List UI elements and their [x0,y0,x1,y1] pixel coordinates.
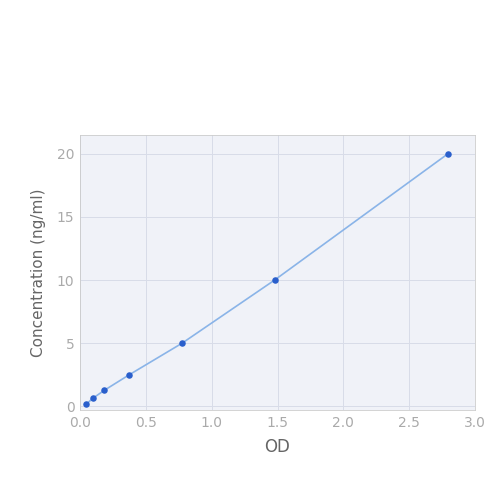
Y-axis label: Concentration (ng/ml): Concentration (ng/ml) [30,188,46,357]
Point [178,339,186,347]
Point [126,370,134,378]
Point [89,394,97,402]
X-axis label: OD: OD [264,438,290,456]
Point [82,400,90,408]
Point [100,386,108,394]
Point [444,150,452,158]
Point [270,276,278,284]
